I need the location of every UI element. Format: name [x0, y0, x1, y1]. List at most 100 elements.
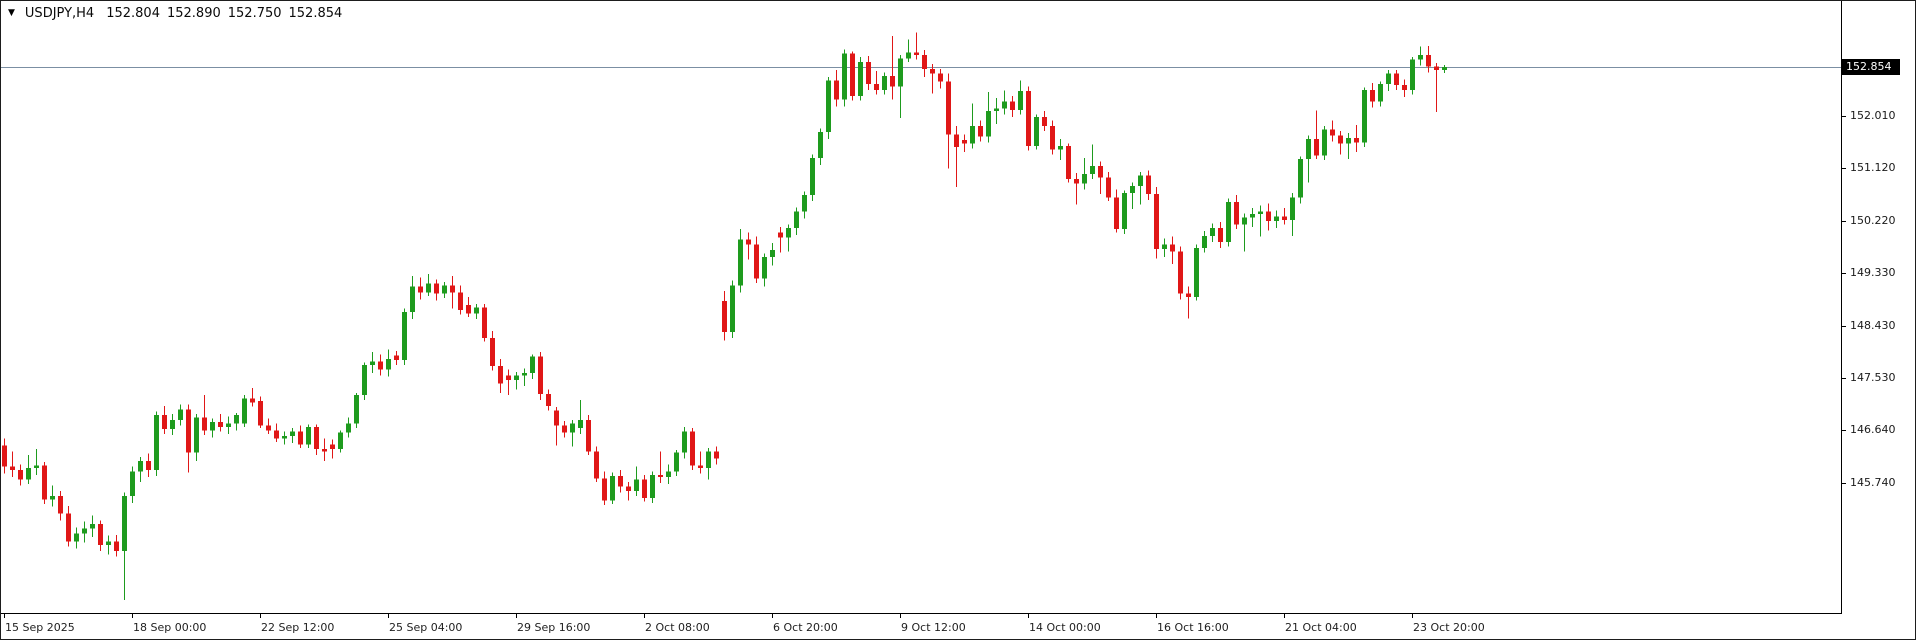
- candle: [474, 303, 479, 320]
- candle: [674, 450, 679, 476]
- candle: [346, 417, 351, 438]
- price-tick-label: 146.640: [1850, 423, 1896, 437]
- time-tick-mark: [1028, 614, 1029, 618]
- price-tick-label: 152.010: [1850, 109, 1896, 123]
- candle: [874, 71, 879, 95]
- price-tick-mark: [1842, 168, 1846, 170]
- candle: [794, 207, 799, 235]
- candle: [642, 474, 647, 502]
- candle: [154, 411, 159, 476]
- time-axis[interactable]: 15 Sep 2025 18 Sep 00:00 22 Sep 12:00 25 Se…: [1, 614, 1915, 639]
- time-tick-label: 29 Sep 16:00: [517, 621, 591, 634]
- candle: [66, 505, 71, 547]
- candle: [290, 427, 295, 444]
- candle: [298, 425, 303, 448]
- candle: [10, 451, 15, 478]
- candle: [410, 275, 415, 320]
- candle: [1418, 46, 1423, 66]
- candle: [42, 461, 47, 505]
- price-axis[interactable]: 152.854 152.010 151.120 150.220 149.330 148.…: [1842, 1, 1915, 614]
- candle: [114, 535, 119, 557]
- candle: [626, 481, 631, 501]
- candle: [490, 330, 495, 371]
- candle: [330, 439, 335, 459]
- candle: [1274, 210, 1279, 228]
- ohlc-high-value: 152.890: [166, 5, 221, 21]
- candle: [1354, 125, 1359, 152]
- candle: [146, 453, 151, 478]
- candle: [514, 371, 519, 390]
- price-axis-separator: [1841, 1, 1842, 614]
- candle: [106, 535, 111, 555]
- candle: [90, 515, 95, 537]
- candle: [458, 285, 463, 315]
- candle: [938, 68, 943, 89]
- candle: [682, 426, 687, 459]
- time-tick-label: 15 Sep 2025: [5, 621, 75, 634]
- time-tick-label: 14 Oct 00:00: [1029, 621, 1101, 634]
- price-tick-label: 149.330: [1850, 265, 1896, 279]
- time-tick-mark: [1156, 614, 1157, 618]
- price-tick-label: 147.530: [1850, 371, 1896, 385]
- candle: [970, 103, 975, 149]
- candle: [218, 413, 223, 432]
- candle: [1130, 182, 1135, 210]
- candle: [930, 64, 935, 94]
- candle: [186, 404, 191, 473]
- candle: [194, 413, 199, 461]
- candle: [1210, 223, 1215, 242]
- candle: [354, 392, 359, 428]
- candle: [1314, 110, 1319, 159]
- chart-plot-area[interactable]: [1, 1, 1841, 614]
- candle: [466, 296, 471, 317]
- candle: [266, 418, 271, 434]
- candle: [778, 226, 783, 253]
- candle: [530, 354, 535, 379]
- chart-dropdown-icon[interactable]: ▼: [8, 8, 15, 18]
- time-tick-label: 21 Oct 04:00: [1285, 621, 1357, 634]
- candle: [498, 358, 503, 393]
- candle: [1090, 144, 1095, 179]
- candle: [98, 520, 103, 551]
- price-tick-label: 148.430: [1850, 318, 1896, 332]
- symbol-timeframe-label: USDJPY,H4: [24, 5, 95, 21]
- candle: [242, 395, 247, 427]
- candle: [818, 128, 823, 165]
- candle: [1338, 130, 1343, 155]
- candle: [954, 126, 959, 188]
- candle: [178, 404, 183, 426]
- candle: [1258, 205, 1263, 237]
- candle: [882, 72, 887, 95]
- candle: [1186, 286, 1191, 319]
- candle: [282, 431, 287, 445]
- candle: [898, 54, 903, 118]
- candle: [1234, 195, 1239, 230]
- candle: [1290, 192, 1295, 237]
- candle: [434, 279, 439, 301]
- price-tick-mark: [1842, 272, 1846, 274]
- candle: [858, 57, 863, 101]
- time-axis-separator: [1, 613, 1915, 614]
- time-tick-label: 25 Sep 04:00: [389, 621, 463, 634]
- time-tick-label: 23 Oct 20:00: [1413, 621, 1485, 634]
- candlestick-chart[interactable]: [1, 1, 1841, 614]
- candle: [1218, 222, 1223, 248]
- candle: [586, 415, 591, 455]
- candle: [306, 424, 311, 448]
- candle: [1426, 46, 1431, 73]
- candle: [690, 427, 695, 471]
- candle: [258, 396, 263, 428]
- candle: [338, 430, 343, 453]
- candle: [322, 438, 327, 461]
- candle: [402, 308, 407, 365]
- candle: [2, 438, 7, 474]
- candle: [562, 420, 567, 438]
- candle: [658, 451, 663, 483]
- candle: [450, 275, 455, 309]
- candle: [1386, 70, 1391, 92]
- candle: [426, 274, 431, 296]
- candle: [1082, 157, 1087, 190]
- candle: [850, 51, 855, 101]
- candle: [802, 191, 807, 219]
